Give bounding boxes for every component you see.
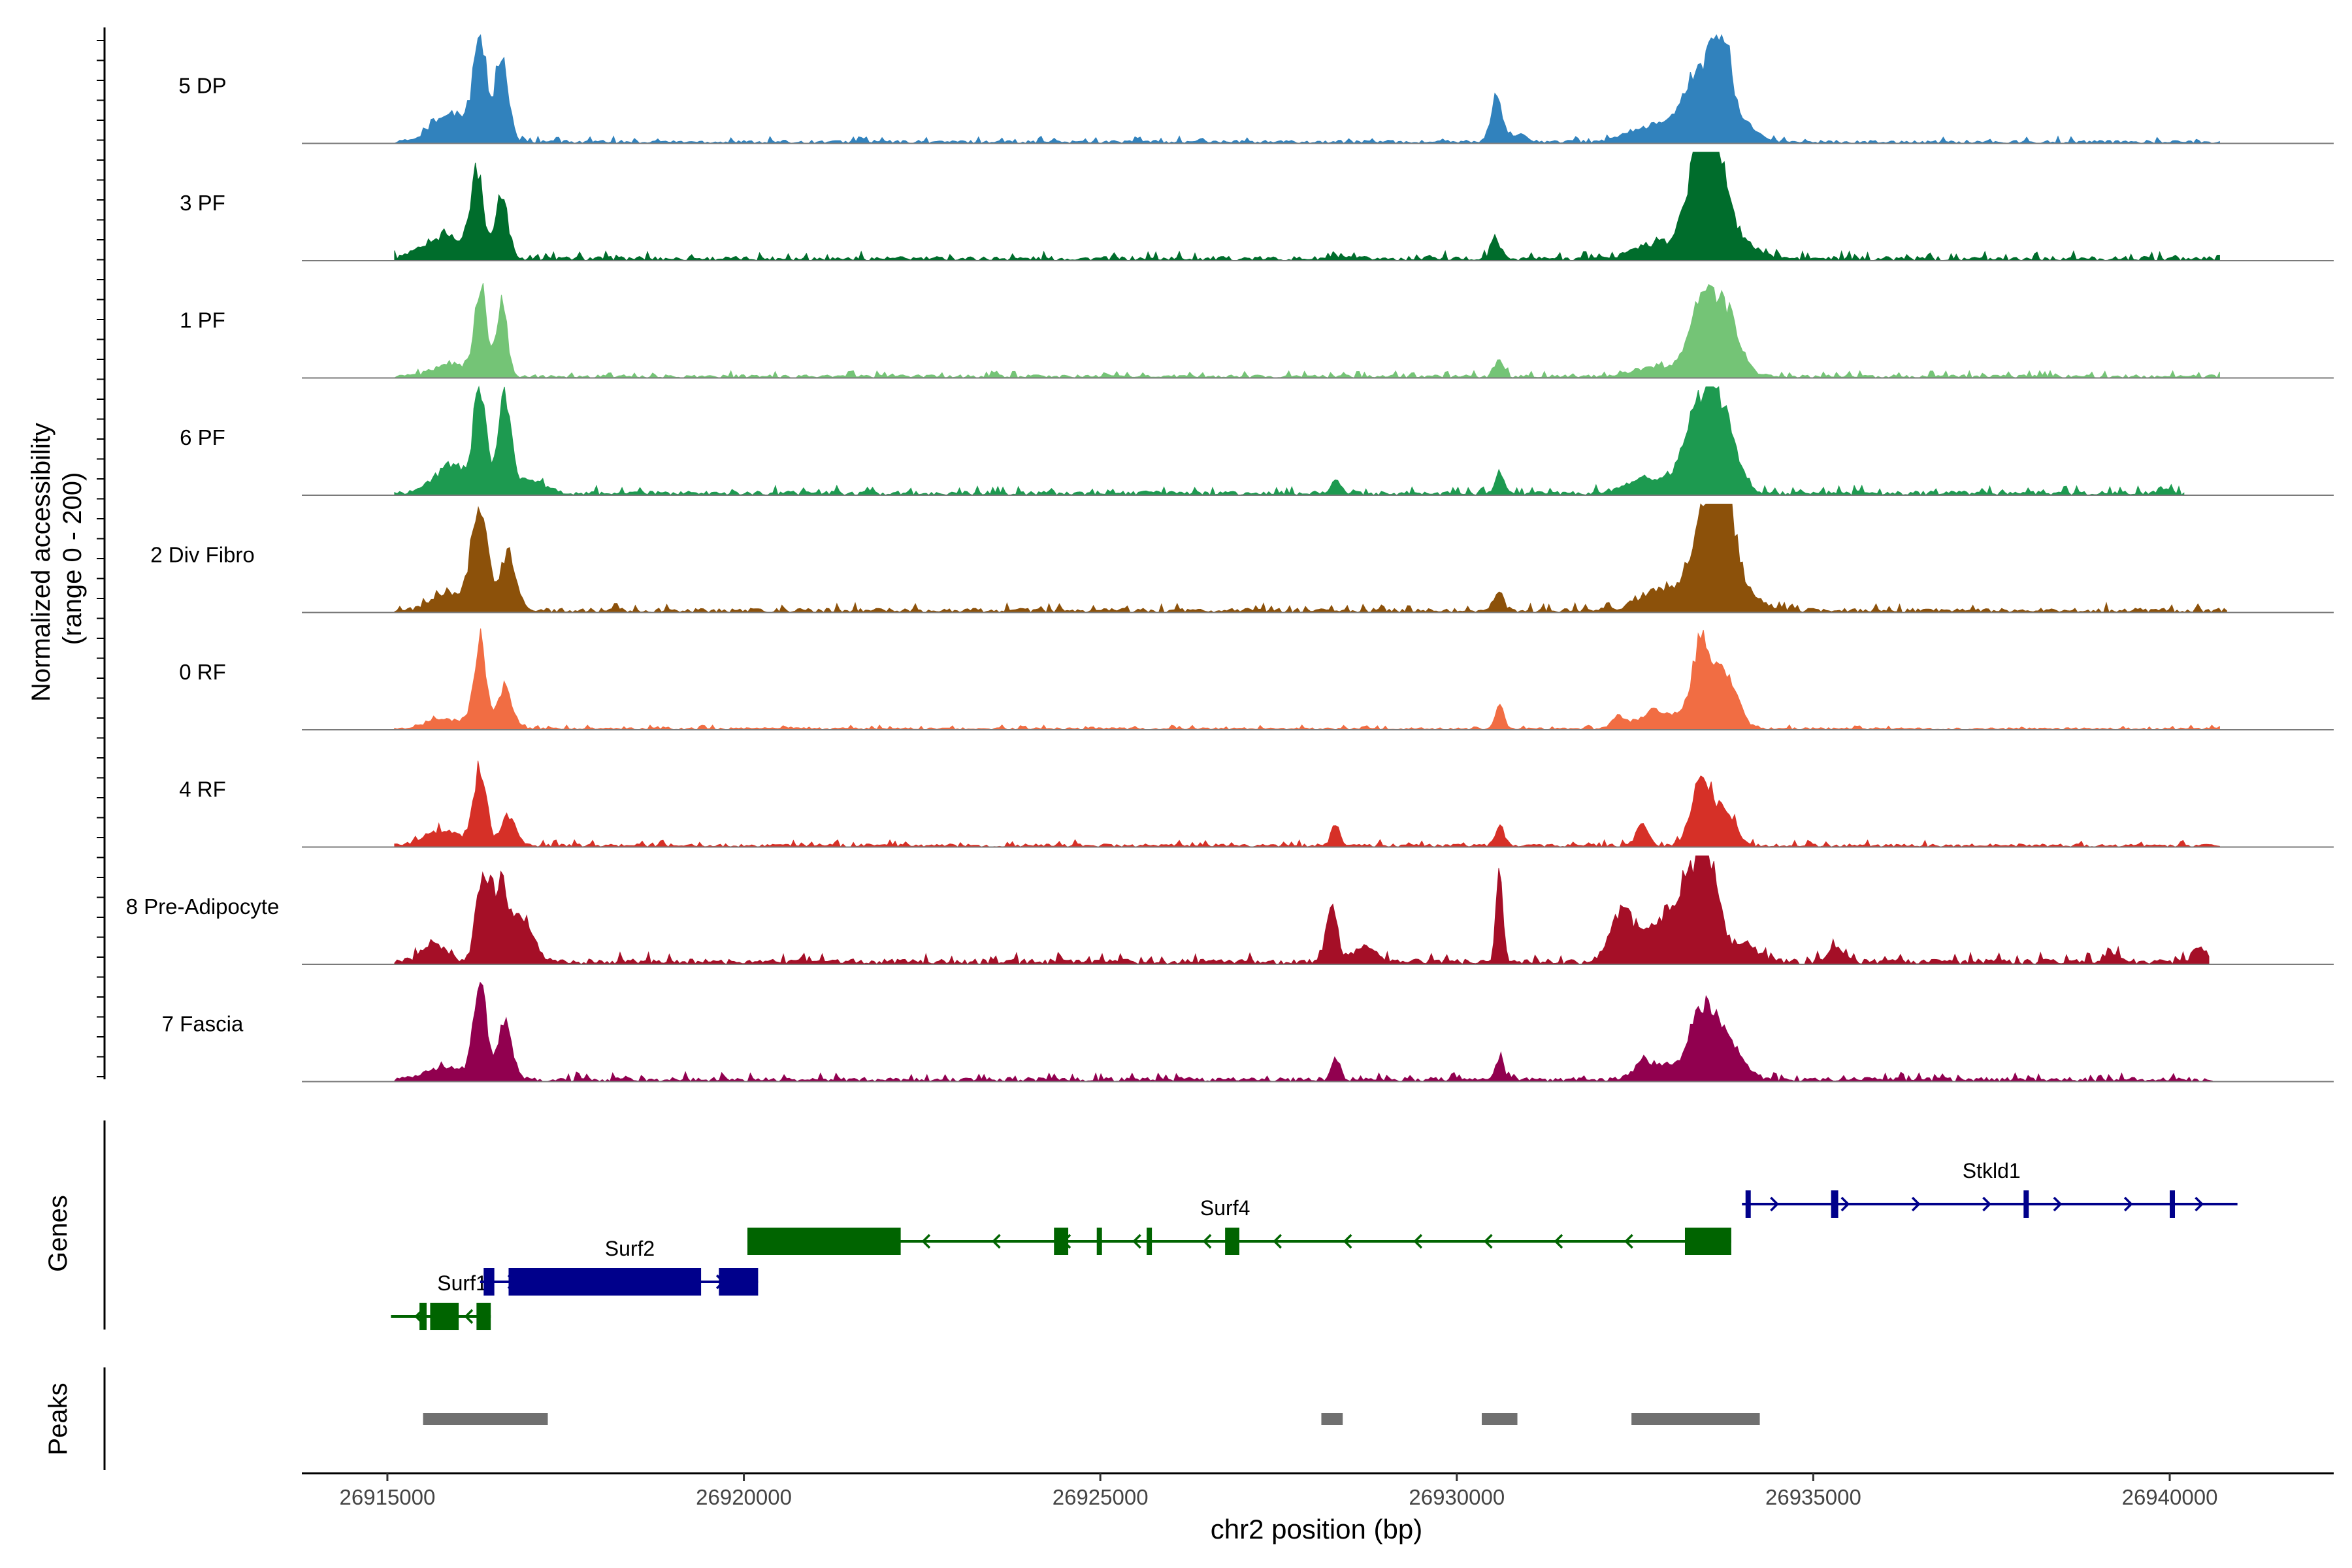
- gene-stkld1: Stkld1: [1742, 1159, 2238, 1218]
- track-8: 8 Pre-Adipocyte: [126, 855, 2334, 966]
- strand-arrow: [1483, 1233, 1493, 1249]
- x-tick-label: 26915000: [340, 1485, 436, 1509]
- exon: [430, 1303, 459, 1330]
- gene-label: Surf4: [1200, 1196, 1250, 1220]
- track-6: 0 RF: [179, 628, 2334, 730]
- strand-arrow: [1202, 1233, 1212, 1249]
- exon: [419, 1303, 427, 1330]
- x-tick-label: 26920000: [696, 1485, 792, 1509]
- coverage-area-5: [394, 503, 2227, 613]
- exon: [1684, 1228, 1731, 1255]
- x-tick-label: 26930000: [1409, 1485, 1505, 1509]
- exon: [508, 1268, 702, 1296]
- track-label: 0 RF: [179, 660, 226, 684]
- peak-region: [1631, 1413, 1760, 1425]
- strand-arrow: [1132, 1233, 1141, 1249]
- coverage-area-8: [394, 855, 2210, 966]
- exon: [483, 1268, 495, 1296]
- x-axis-label: chr2 position (bp): [1211, 1514, 1423, 1544]
- coverage-area-9: [394, 981, 2213, 1083]
- strand-arrow: [1840, 1196, 1850, 1212]
- strand-arrow: [1911, 1196, 1921, 1212]
- coverage-tracks: 5 DP 3 PF 1 PF 6 PF 2 Div Fibro 0 RF 4 RF 8 Pre…: [97, 27, 2334, 1083]
- exon: [1147, 1228, 1152, 1255]
- gene-surf4: Surf4: [747, 1196, 1731, 1255]
- strand-arrow: [992, 1233, 1001, 1249]
- exon: [476, 1303, 491, 1330]
- strand-arrow: [1343, 1233, 1352, 1249]
- track-7: 4 RF: [179, 760, 2334, 848]
- exon: [1096, 1228, 1102, 1255]
- gene-surf1: Surf1: [391, 1271, 491, 1330]
- exon: [1831, 1190, 1838, 1218]
- strand-arrow: [1624, 1233, 1633, 1249]
- track-label: 2 Div Fibro: [150, 543, 255, 567]
- track-label: 7 Fascia: [162, 1012, 244, 1036]
- exon: [2170, 1190, 2176, 1218]
- strand-arrow: [2053, 1196, 2063, 1212]
- exon: [719, 1268, 759, 1296]
- peaks-panel: [103, 1367, 1760, 1470]
- track-5: 2 Div Fibro: [150, 503, 2334, 613]
- peak-region: [1481, 1413, 1518, 1425]
- coverage-area-1: [394, 34, 2220, 144]
- strand-arrow: [2195, 1196, 2204, 1212]
- genes-panel: Surf1 Surf2 Surf4 Stkld1: [103, 1120, 2238, 1330]
- track-3: 1 PF: [180, 283, 2334, 379]
- coverage-area-4: [394, 385, 2185, 496]
- gene-label: Stkld1: [1963, 1159, 2021, 1183]
- strand-arrow: [2123, 1196, 2133, 1212]
- x-axis: 26915000 26920000 26925000 26930000 26935000…: [302, 1472, 2334, 1509]
- coverage-area-6: [394, 628, 2220, 730]
- track-label: 6 PF: [180, 425, 225, 449]
- strand-arrow: [1770, 1196, 1779, 1212]
- track-label: 8 Pre-Adipocyte: [126, 894, 280, 919]
- track-4: 6 PF: [180, 385, 2334, 496]
- x-tick-label: 26940000: [2122, 1485, 2218, 1509]
- coverage-area-2: [394, 152, 2220, 261]
- track-2: 3 PF: [180, 152, 2334, 261]
- strand-arrow: [1554, 1233, 1563, 1249]
- track-label: 3 PF: [180, 191, 225, 215]
- strand-arrow: [1413, 1233, 1423, 1249]
- strand-arrow: [1273, 1233, 1282, 1249]
- strand-arrow: [1982, 1196, 1991, 1212]
- strand-arrow: [921, 1233, 931, 1249]
- track-label: 1 PF: [180, 308, 225, 333]
- peak-region: [423, 1413, 548, 1425]
- coverage-area-3: [394, 283, 2220, 379]
- gene-surf2: Surf2: [480, 1237, 759, 1296]
- y-axis-label: Normalized accessibility (range 0 - 200): [27, 416, 87, 702]
- track-1: 5 DP: [178, 34, 2334, 144]
- x-tick-label: 26935000: [1765, 1485, 1861, 1509]
- track-9: 7 Fascia: [162, 981, 2334, 1083]
- exon: [1225, 1228, 1239, 1255]
- gene-label: Surf2: [605, 1237, 655, 1260]
- exon: [1054, 1228, 1069, 1255]
- exon: [1745, 1190, 1751, 1218]
- track-label: 5 DP: [178, 74, 226, 98]
- strand-arrow: [464, 1309, 474, 1324]
- coverage-area-7: [394, 760, 2220, 848]
- peak-region: [1321, 1413, 1343, 1425]
- peaks-panel-label: Peaks: [44, 1382, 73, 1455]
- genes-panel-label: Genes: [44, 1195, 73, 1272]
- exon: [2023, 1190, 2029, 1218]
- gene-label: Surf1: [437, 1271, 487, 1295]
- x-tick-label: 26925000: [1053, 1485, 1149, 1509]
- exon: [747, 1228, 901, 1255]
- track-label: 4 RF: [179, 777, 226, 802]
